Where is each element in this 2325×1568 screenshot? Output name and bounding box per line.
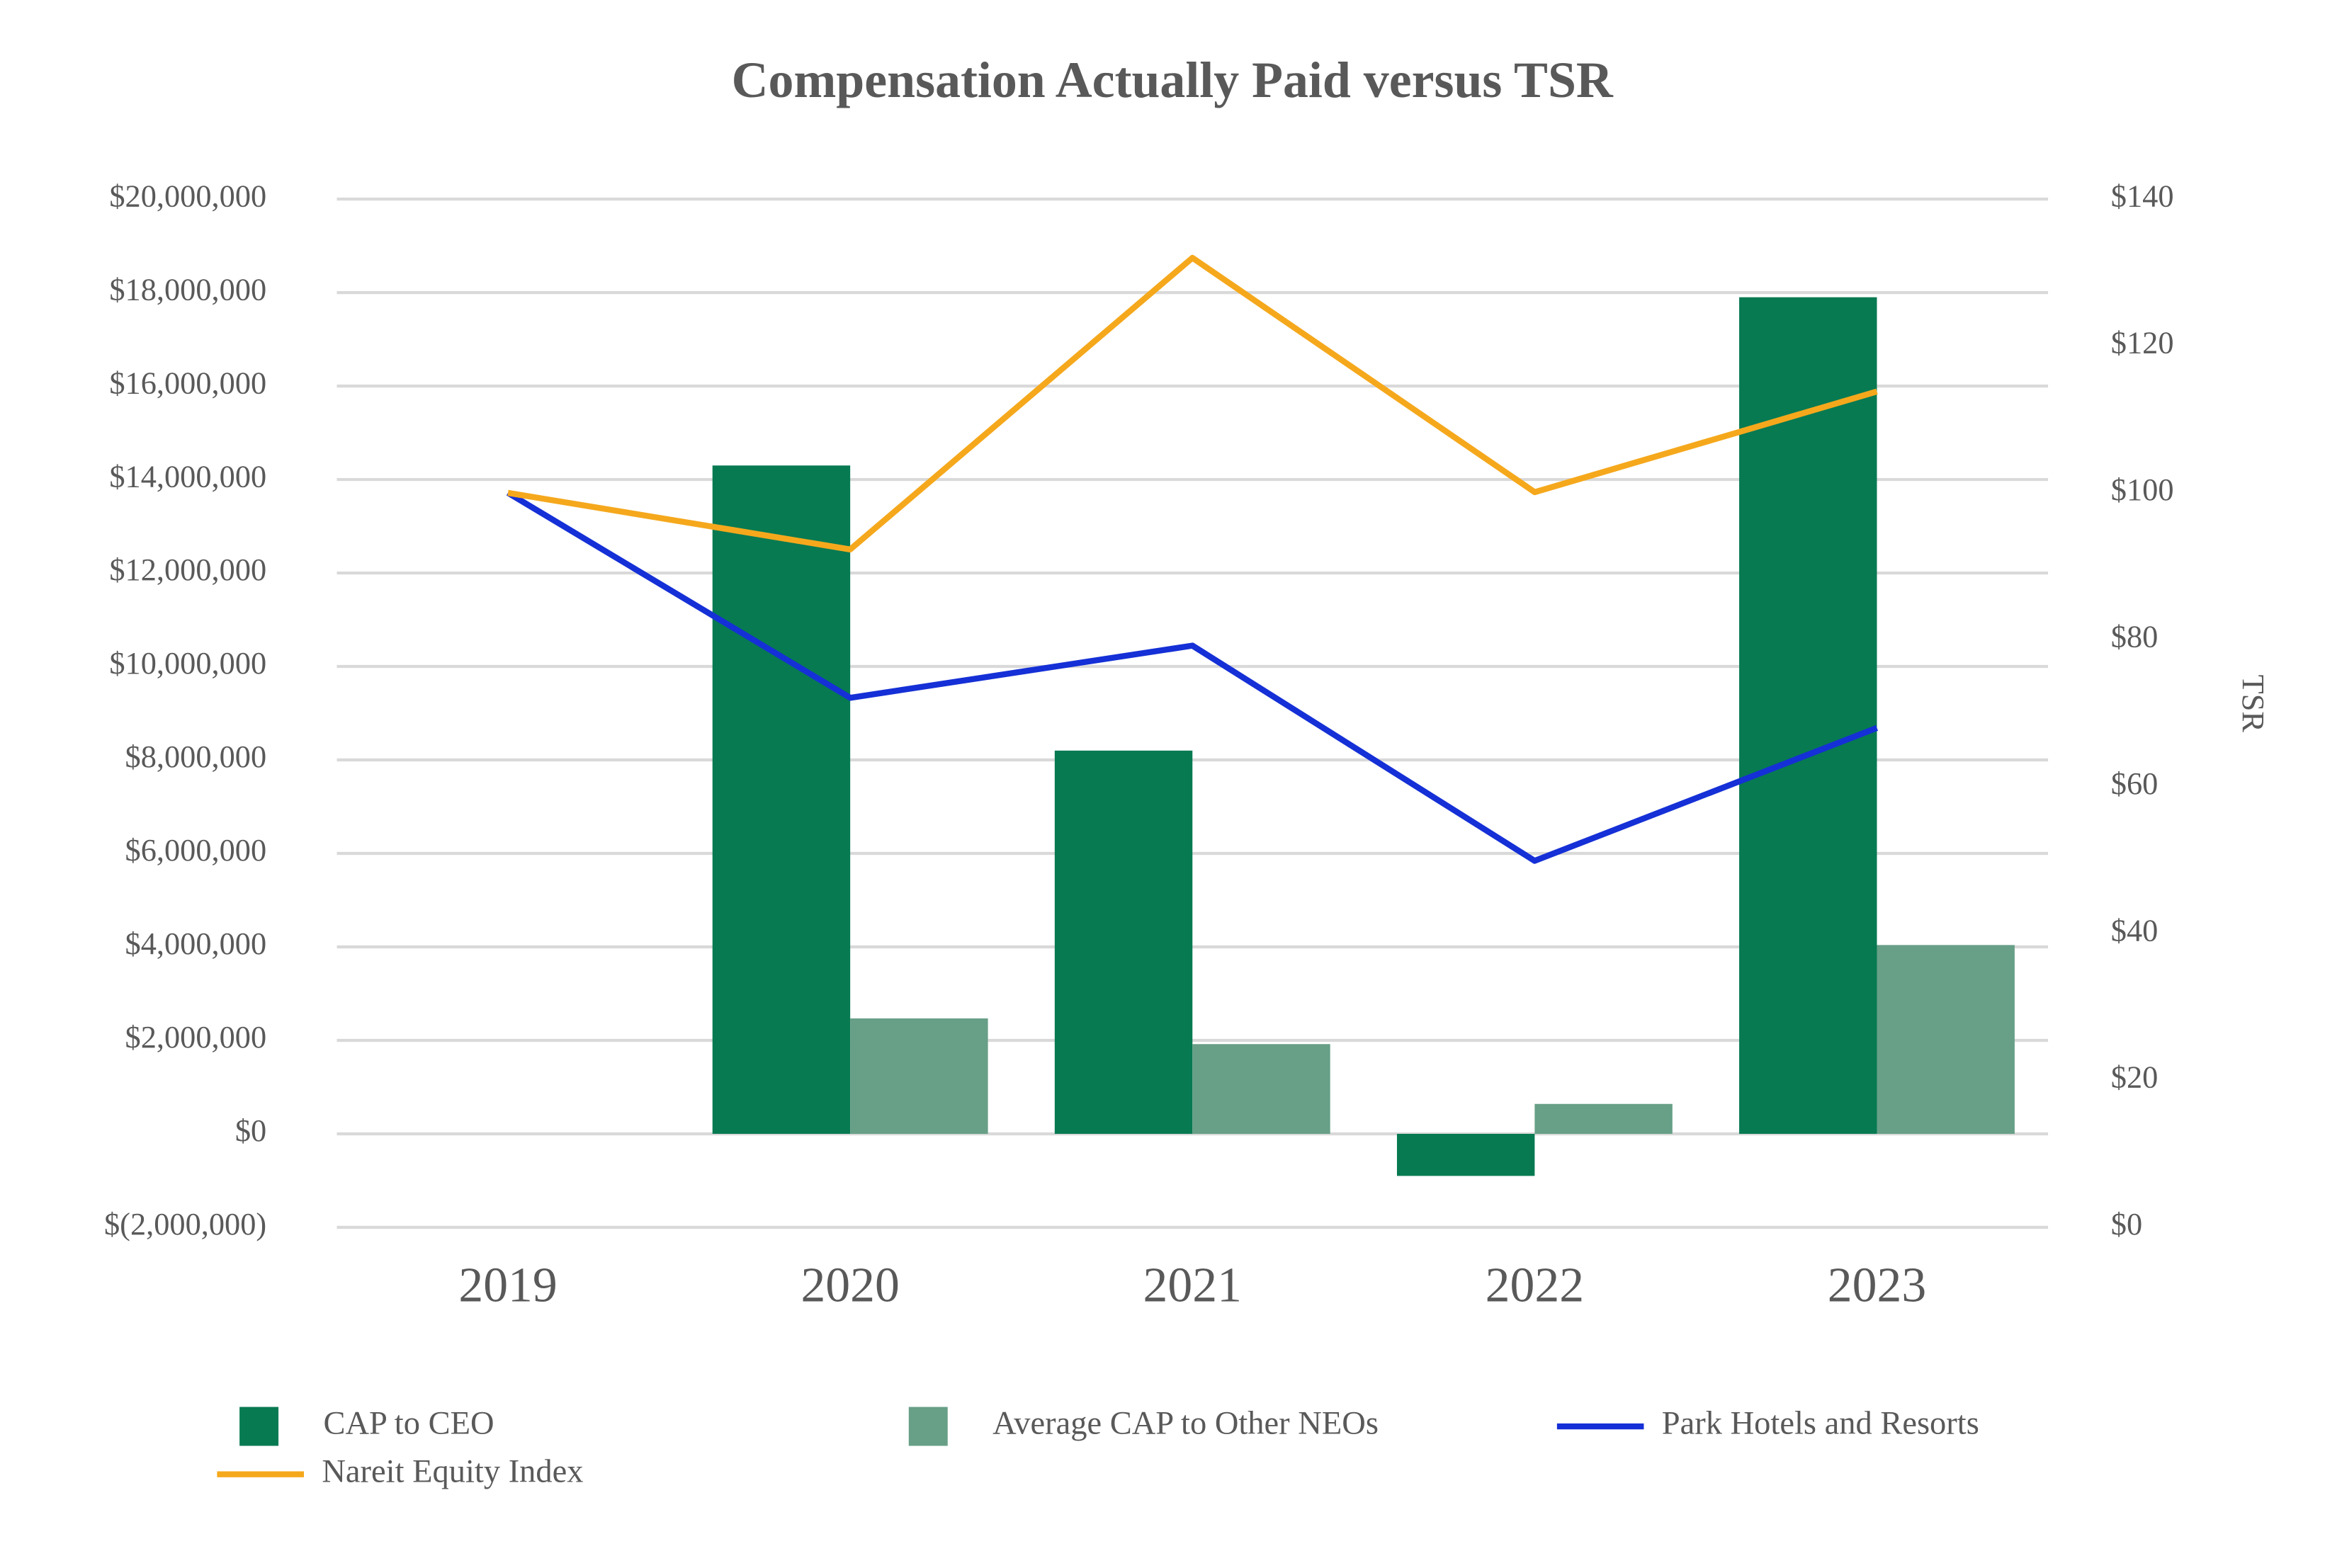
line (507, 254, 1878, 553)
legend-swatch (239, 1407, 279, 1446)
y2-tick-label: $60 (2111, 766, 2159, 801)
bar (1396, 1133, 1535, 1176)
y-tick-label: $16,000,000 (109, 365, 266, 400)
y2-tick-label: $120 (2111, 325, 2174, 360)
y-tick-label: $12,000,000 (109, 552, 266, 587)
legend-label: Average CAP to Other NEOs (992, 1406, 1379, 1442)
y-tick-label: $(2,000,000) (104, 1206, 266, 1242)
legend-label: CAP to CEO (323, 1406, 494, 1442)
bar (1192, 1044, 1330, 1134)
y2-tick-label: $80 (2111, 619, 2159, 654)
y2-tick-label: $0 (2111, 1206, 2142, 1242)
y-tick-label: $0 (235, 1113, 266, 1148)
x-tick-label: 2021 (1143, 1259, 1242, 1313)
x-tick-label: 2022 (1486, 1259, 1584, 1313)
y2-axis-title: TSR (2236, 675, 2271, 733)
y-tick-label: $2,000,000 (125, 1019, 267, 1055)
y-tick-label: $6,000,000 (125, 832, 267, 868)
x-tick-label: 2020 (801, 1259, 899, 1313)
y-tick-label: $20,000,000 (109, 178, 266, 213)
y-tick-label: $10,000,000 (109, 645, 266, 681)
x-tick-label: 2019 (458, 1259, 557, 1313)
bar (850, 1018, 988, 1134)
legend-label: Nareit Equity Index (322, 1453, 583, 1489)
x-tick-label: 2023 (1828, 1259, 1926, 1313)
y2-tick-label: $140 (2111, 178, 2174, 213)
y-tick-label: $14,000,000 (109, 458, 266, 494)
y2-tick-label: $20 (2111, 1059, 2159, 1095)
bar (712, 465, 851, 1134)
bar (1739, 297, 1877, 1134)
y2-tick-label: $40 (2111, 912, 2159, 948)
y2-tick-label: $100 (2111, 472, 2174, 507)
chart-title: Compensation Actually Paid versus TSR (732, 52, 1614, 108)
legend-swatch (908, 1407, 948, 1446)
y-tick-label: $8,000,000 (125, 739, 267, 774)
y-tick-label: $4,000,000 (125, 926, 267, 961)
line (506, 490, 1879, 864)
bar (1877, 945, 2015, 1134)
y-tick-label: $18,000,000 (109, 271, 266, 307)
bar (1054, 750, 1193, 1134)
legend-label: Park Hotels and Resorts (1662, 1406, 1979, 1442)
bar (1534, 1103, 1673, 1134)
